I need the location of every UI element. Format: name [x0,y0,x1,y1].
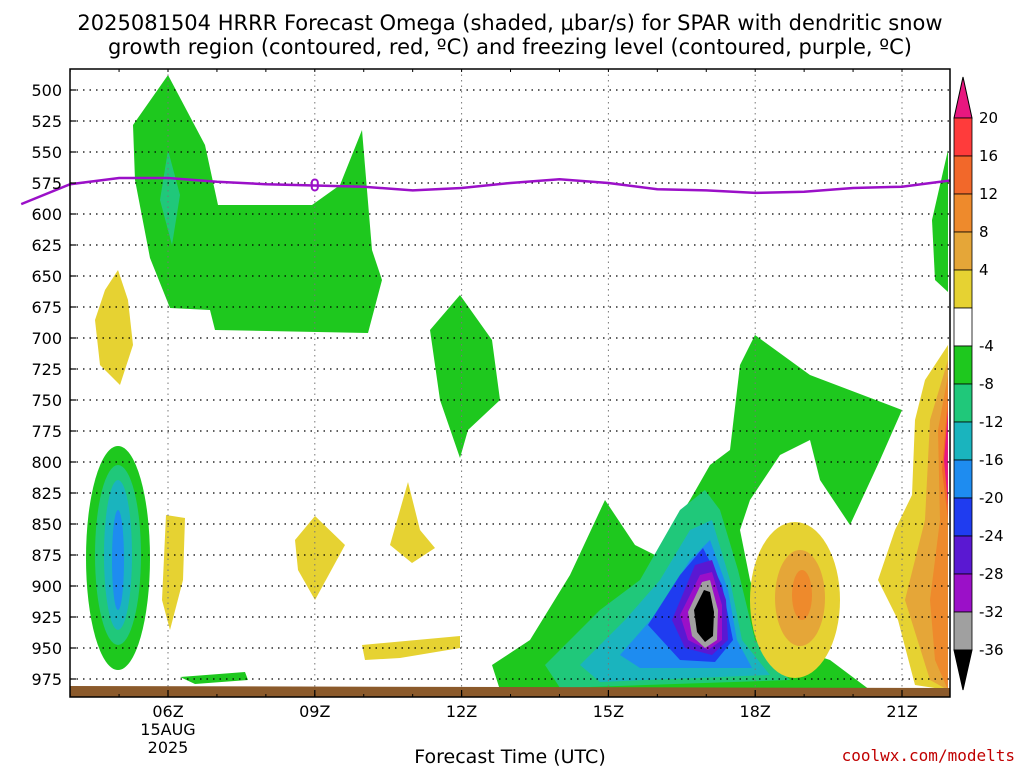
colorbar-top-arrow [953,76,973,119]
colorbar-band [953,459,973,499]
colorbar-band [953,231,973,271]
x-tick-label: 21Z [886,702,917,721]
y-tick-label: 725 [31,360,62,379]
y-tick-label: 900 [31,577,62,596]
omega-region-magenta-edge [944,410,948,505]
colorbar-label: -4 [979,337,994,355]
y-tick-label: 575 [31,174,62,193]
y-tick-label: 850 [31,515,62,534]
omega-shading [70,75,950,697]
y-tick-label: 800 [31,453,62,472]
x-tick-date-label: 2025 [148,738,189,757]
x-tick-label: 06Z [152,702,183,721]
colorbar-bottom-arrow [953,649,973,691]
credit-link[interactable]: coolwx.com/modelts [842,746,1015,765]
y-tick-label: 675 [31,298,62,317]
x-tick-label: 12Z [446,702,477,721]
colorbar-label: -24 [979,527,1004,545]
colorbar: 20 16 12 8 4 -4 -8 -12 -16 -20 -24 -28 -32 -36 [953,76,1004,691]
omega-region-black-lower [694,590,714,642]
y-tick-label: 600 [31,205,62,224]
terrain-strip [70,686,950,697]
freezing-level-line [20,176,951,206]
colorbar-band [953,193,973,233]
x-tick-date-label: 15AUG [140,720,195,739]
y-tick-label: 650 [31,267,62,286]
x-tick-label: 09Z [299,702,330,721]
colorbar-band [953,117,973,157]
y-tick-label: 825 [31,484,62,503]
y-tick-label: 750 [31,391,62,410]
omega-region-green-mid [430,295,500,458]
omega-region-yellow-e [362,636,460,660]
colorbar-label: 16 [979,147,998,165]
colorbar-label: -16 [979,451,1004,469]
colorbar-label: -32 [979,603,1004,621]
colorbar-band [953,269,973,309]
omega-region-green-edge-top [932,150,948,292]
colorbar-band [953,307,973,347]
colorbar-label: 4 [979,261,989,279]
freezing-level-contour [20,176,951,206]
omega-region-yellow-a [95,270,133,385]
omega-region-green-small [180,672,248,684]
colorbar-band [953,155,973,195]
colorbar-band [953,573,973,613]
colorbar-label: 20 [979,109,998,127]
y-tick-label: 775 [31,422,62,441]
y-tick-label: 875 [31,546,62,565]
colorbar-band [953,497,973,537]
colorbar-label: -28 [979,565,1004,583]
omega-region-darkorange-right [792,570,812,620]
freezing-level-label-marker [310,178,319,192]
y-axis-ticks: 500 525 550 575 600 625 650 675 700 725 750 775 800 8… [31,81,76,689]
y-tick-label: 975 [31,670,62,689]
omega-region-yellow-d [390,482,435,563]
chart-grid [70,69,950,697]
omega-region-teal-upper [160,150,180,245]
y-tick-label: 625 [31,236,62,255]
colorbar-band [953,383,973,423]
colorbar-band [953,421,973,461]
y-tick-label: 500 [31,81,62,100]
y-tick-label: 700 [31,329,62,348]
omega-region-yellow-c [295,516,345,600]
colorbar-band [953,535,973,575]
colorbar-label: -20 [979,489,1004,507]
y-tick-label: 525 [31,112,62,131]
omega-region-green-upper [133,75,382,333]
y-tick-label: 950 [31,639,62,658]
colorbar-label: -8 [979,375,994,393]
colorbar-band [953,345,973,385]
chart-title-line2: growth region (contoured, red, ºC) and f… [108,35,912,59]
omega-region-blue-left [112,510,124,610]
y-tick-label: 550 [31,143,62,162]
colorbar-label: 8 [979,223,989,241]
colorbar-label: -12 [979,413,1004,431]
x-axis-label: Forecast Time (UTC) [414,746,605,768]
omega-region-yellow-b [162,515,185,630]
x-tick-label: 15Z [593,702,624,721]
x-tick-label: 18Z [740,702,771,721]
colorbar-label: -36 [979,641,1004,659]
colorbar-label: 12 [979,185,998,203]
chart-title-line1: 2025081504 HRRR Forecast Omega (shaded, … [77,11,942,35]
plot-frame [69,68,951,698]
y-tick-label: 925 [31,608,62,627]
colorbar-band [953,611,973,651]
